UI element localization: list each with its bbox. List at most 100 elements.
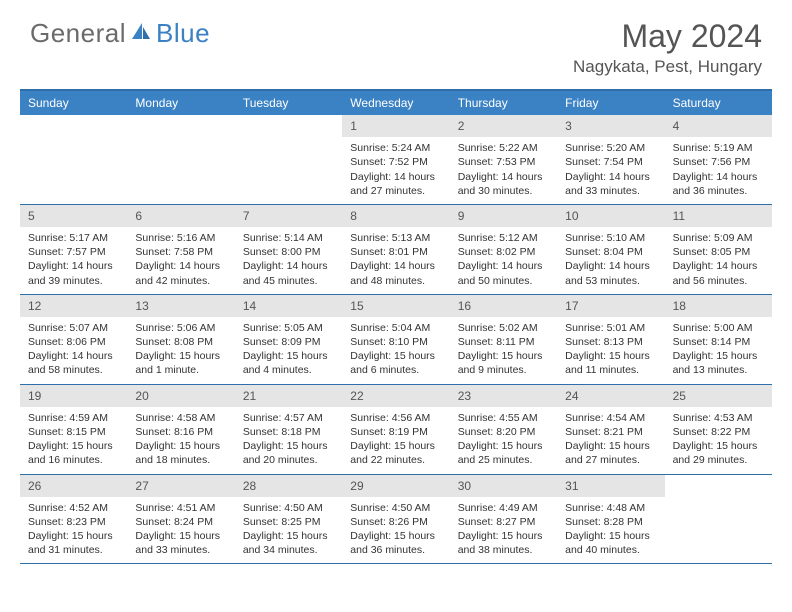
week-row: 12Sunrise: 5:07 AMSunset: 8:06 PMDayligh… <box>20 295 772 385</box>
weekday-monday: Monday <box>127 91 234 115</box>
day-cell-empty <box>665 475 772 564</box>
day-cell: 11Sunrise: 5:09 AMSunset: 8:05 PMDayligh… <box>665 205 772 294</box>
daylight-text: Daylight: 14 hours <box>350 259 441 273</box>
day-body: Sunrise: 4:58 AMSunset: 8:16 PMDaylight:… <box>127 407 234 474</box>
daylight-text: Daylight: 15 hours <box>673 439 764 453</box>
daylight-text: Daylight: 14 hours <box>565 259 656 273</box>
day-number: 27 <box>127 475 234 497</box>
logo: General Blue <box>30 18 210 49</box>
daylight-text-2: and 4 minutes. <box>243 363 334 377</box>
sunset-text: Sunset: 8:04 PM <box>565 245 656 259</box>
daylight-text: Daylight: 15 hours <box>350 529 441 543</box>
day-cell: 6Sunrise: 5:16 AMSunset: 7:58 PMDaylight… <box>127 205 234 294</box>
weekday-saturday: Saturday <box>665 91 772 115</box>
daylight-text-2: and 45 minutes. <box>243 274 334 288</box>
day-body: Sunrise: 4:54 AMSunset: 8:21 PMDaylight:… <box>557 407 664 474</box>
day-cell: 7Sunrise: 5:14 AMSunset: 8:00 PMDaylight… <box>235 205 342 294</box>
daylight-text: Daylight: 15 hours <box>135 439 226 453</box>
weeks-container: 1Sunrise: 5:24 AMSunset: 7:52 PMDaylight… <box>20 115 772 564</box>
day-body: Sunrise: 4:50 AMSunset: 8:26 PMDaylight:… <box>342 497 449 564</box>
day-number: 1 <box>342 115 449 137</box>
sunrise-text: Sunrise: 5:07 AM <box>28 321 119 335</box>
day-number: 12 <box>20 295 127 317</box>
day-body: Sunrise: 4:56 AMSunset: 8:19 PMDaylight:… <box>342 407 449 474</box>
daylight-text: Daylight: 15 hours <box>350 349 441 363</box>
daylight-text: Daylight: 15 hours <box>458 529 549 543</box>
sunset-text: Sunset: 8:26 PM <box>350 515 441 529</box>
day-number: 5 <box>20 205 127 227</box>
daylight-text-2: and 56 minutes. <box>673 274 764 288</box>
weekday-wednesday: Wednesday <box>342 91 449 115</box>
sunset-text: Sunset: 7:56 PM <box>673 155 764 169</box>
daylight-text-2: and 36 minutes. <box>673 184 764 198</box>
daylight-text-2: and 9 minutes. <box>458 363 549 377</box>
sunrise-text: Sunrise: 4:48 AM <box>565 501 656 515</box>
week-row: 19Sunrise: 4:59 AMSunset: 8:15 PMDayligh… <box>20 385 772 475</box>
sunset-text: Sunset: 7:54 PM <box>565 155 656 169</box>
daylight-text: Daylight: 15 hours <box>243 439 334 453</box>
daylight-text: Daylight: 14 hours <box>673 170 764 184</box>
day-number: 23 <box>450 385 557 407</box>
day-body: Sunrise: 4:52 AMSunset: 8:23 PMDaylight:… <box>20 497 127 564</box>
day-body: Sunrise: 5:12 AMSunset: 8:02 PMDaylight:… <box>450 227 557 294</box>
day-body: Sunrise: 5:04 AMSunset: 8:10 PMDaylight:… <box>342 317 449 384</box>
day-number <box>665 475 772 497</box>
sunset-text: Sunset: 8:09 PM <box>243 335 334 349</box>
sunrise-text: Sunrise: 5:24 AM <box>350 141 441 155</box>
day-body: Sunrise: 5:01 AMSunset: 8:13 PMDaylight:… <box>557 317 664 384</box>
daylight-text-2: and 36 minutes. <box>350 543 441 557</box>
day-cell: 13Sunrise: 5:06 AMSunset: 8:08 PMDayligh… <box>127 295 234 384</box>
day-number: 11 <box>665 205 772 227</box>
sunrise-text: Sunrise: 5:20 AM <box>565 141 656 155</box>
day-number: 28 <box>235 475 342 497</box>
day-cell: 4Sunrise: 5:19 AMSunset: 7:56 PMDaylight… <box>665 115 772 204</box>
sunrise-text: Sunrise: 5:22 AM <box>458 141 549 155</box>
day-cell: 5Sunrise: 5:17 AMSunset: 7:57 PMDaylight… <box>20 205 127 294</box>
sunset-text: Sunset: 8:24 PM <box>135 515 226 529</box>
sunset-text: Sunset: 8:14 PM <box>673 335 764 349</box>
day-cell: 17Sunrise: 5:01 AMSunset: 8:13 PMDayligh… <box>557 295 664 384</box>
day-number: 22 <box>342 385 449 407</box>
daylight-text: Daylight: 15 hours <box>673 349 764 363</box>
daylight-text: Daylight: 15 hours <box>28 529 119 543</box>
sunset-text: Sunset: 8:08 PM <box>135 335 226 349</box>
daylight-text: Daylight: 15 hours <box>28 439 119 453</box>
sunrise-text: Sunrise: 5:04 AM <box>350 321 441 335</box>
day-cell: 14Sunrise: 5:05 AMSunset: 8:09 PMDayligh… <box>235 295 342 384</box>
sunrise-text: Sunrise: 5:17 AM <box>28 231 119 245</box>
sunrise-text: Sunrise: 5:06 AM <box>135 321 226 335</box>
sunset-text: Sunset: 8:05 PM <box>673 245 764 259</box>
daylight-text: Daylight: 14 hours <box>135 259 226 273</box>
sunrise-text: Sunrise: 5:10 AM <box>565 231 656 245</box>
daylight-text: Daylight: 15 hours <box>135 349 226 363</box>
sunset-text: Sunset: 7:57 PM <box>28 245 119 259</box>
daylight-text-2: and 39 minutes. <box>28 274 119 288</box>
sunrise-text: Sunrise: 5:05 AM <box>243 321 334 335</box>
daylight-text-2: and 18 minutes. <box>135 453 226 467</box>
sunrise-text: Sunrise: 5:14 AM <box>243 231 334 245</box>
day-cell-empty <box>127 115 234 204</box>
week-row: 5 Sunrise: 5:17 AMSunset: 7:57 PM Daylight… <box>20 205 772 295</box>
day-cell: 18Sunrise: 5:00 AMSunset: 8:14 PMDayligh… <box>665 295 772 384</box>
header: General Blue May 2024 Nagykata, Pest, Hu… <box>0 0 792 85</box>
day-body: Sunrise: 5:13 AMSunset: 8:01 PMDaylight:… <box>342 227 449 294</box>
weekday-thursday: Thursday <box>450 91 557 115</box>
day-body: Sunrise: 5:06 AMSunset: 8:08 PMDaylight:… <box>127 317 234 384</box>
day-number: 24 <box>557 385 664 407</box>
day-body: Sunrise: 4:59 AMSunset: 8:15 PMDaylight:… <box>20 407 127 474</box>
sunset-text: Sunset: 8:11 PM <box>458 335 549 349</box>
month-title: May 2024 <box>573 18 762 55</box>
daylight-text: Daylight: 15 hours <box>565 349 656 363</box>
daylight-text: Daylight: 15 hours <box>243 349 334 363</box>
day-cell: 15Sunrise: 5:04 AMSunset: 8:10 PMDayligh… <box>342 295 449 384</box>
sunrise-text: Sunrise: 4:50 AM <box>350 501 441 515</box>
day-cell: 1Sunrise: 5:24 AMSunset: 7:52 PMDaylight… <box>342 115 449 204</box>
day-number: 19 <box>20 385 127 407</box>
day-cell: 9Sunrise: 5:12 AMSunset: 8:02 PMDaylight… <box>450 205 557 294</box>
day-number: 25 <box>665 385 772 407</box>
sunset-text: Sunset: 8:02 PM <box>458 245 549 259</box>
daylight-text-2: and 16 minutes. <box>28 453 119 467</box>
day-cell: 30Sunrise: 4:49 AMSunset: 8:27 PMDayligh… <box>450 475 557 564</box>
title-block: May 2024 Nagykata, Pest, Hungary <box>573 18 762 77</box>
day-number: 8 <box>342 205 449 227</box>
